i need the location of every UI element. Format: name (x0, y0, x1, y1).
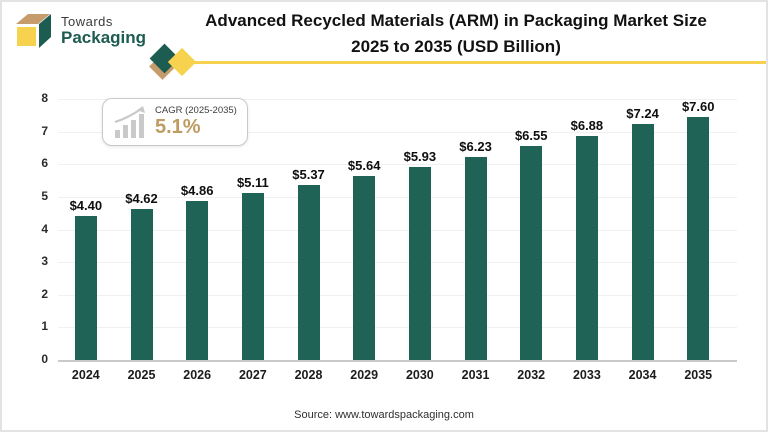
bar-value-label: $5.37 (292, 166, 325, 182)
bar-group: $4.86 (169, 99, 225, 360)
cagr-badge: CAGR (2025-2035) 5.1% (102, 98, 248, 146)
grid-line (58, 164, 737, 166)
bar-value-label: $6.88 (570, 117, 604, 133)
bar-value-label: $7.60 (681, 99, 715, 114)
x-tick-label: 2029 (350, 368, 379, 382)
y-tick-label: 5 (41, 188, 48, 203)
bar (631, 123, 654, 360)
bar-group: $6.88 (559, 99, 615, 360)
bar-value-label: $7.24 (626, 105, 659, 121)
grid-line (58, 327, 737, 329)
bar-value-label: $5.11 (236, 175, 269, 191)
chart-title-line1: Advanced Recycled Materials (ARM) in Pac… (205, 11, 707, 30)
grid-line (58, 131, 737, 133)
bar-value-label: $6.23 (459, 138, 492, 154)
bar-value-label: $4.40 (69, 198, 103, 214)
source-note: Source: www.towardspackaging.com (294, 409, 474, 421)
bar-group: $6.23 (448, 99, 504, 360)
y-tick-label: 7 (41, 123, 48, 138)
bar-group: $5.11 (225, 99, 281, 360)
bar (241, 193, 264, 360)
bar (353, 176, 376, 360)
x-axis-baseline (58, 360, 737, 362)
y-tick-label: 1 (41, 319, 48, 334)
brand-name: Towards Packaging (61, 15, 146, 46)
grid-line (58, 196, 737, 198)
bar-group: $7.60 (670, 99, 726, 360)
y-tick-label: 6 (41, 156, 48, 171)
bar-group: $4.62 (114, 99, 170, 360)
brand-logo: Towards Packaging (14, 12, 146, 50)
x-tick-label: 2033 (572, 368, 601, 382)
bar-group: $4.40 (58, 99, 114, 360)
cagr-value: 5.1% (155, 116, 201, 139)
bar (464, 156, 487, 360)
x-tick-label: 2028 (294, 368, 323, 382)
bars-container: $4.40 $4.62 $4.86 $5.11 $5.37 $5.64 $5.93 $6.23… (58, 99, 726, 360)
bar (130, 209, 153, 360)
grid-line (58, 262, 737, 264)
x-tick-label: 2032 (517, 368, 546, 382)
bar-value-label: $5.93 (403, 148, 437, 164)
bar (297, 184, 320, 360)
bar-group: $7.24 (615, 99, 671, 360)
y-tick-label: 4 (41, 221, 48, 236)
y-tick-label: 3 (41, 254, 48, 269)
bar-group: $6.55 (503, 99, 559, 360)
bar-value-label: $6.55 (514, 128, 548, 144)
cagr-label: CAGR (2025-2035) (155, 104, 237, 116)
x-tick-label: 2034 (628, 368, 657, 382)
chart-title: Advanced Recycled Materials (ARM) in Pac… (152, 8, 760, 60)
x-tick-label: 2031 (461, 368, 490, 382)
y-tick-label: 0 (41, 352, 48, 366)
bar-group: $5.64 (336, 99, 392, 360)
bar (186, 201, 209, 360)
bar (74, 216, 97, 360)
x-axis-labels: 2024 2025 2026 2027 2028 2029 2030 2031 2032 2033… (58, 368, 726, 382)
bar (575, 135, 598, 360)
brand-name-packaging: Packaging (61, 27, 147, 47)
x-tick-label: 2026 (183, 368, 212, 382)
x-tick-label: 2024 (71, 368, 100, 382)
bar (520, 146, 543, 360)
grid-line (58, 294, 737, 296)
bar-value-label: $4.86 (180, 183, 214, 199)
y-tick-label: 8 (41, 91, 48, 105)
cagr-text: CAGR (2025-2035) 5.1% (155, 104, 237, 139)
x-tick-label: 2030 (405, 368, 434, 382)
bar (408, 166, 431, 360)
grid-line (58, 99, 737, 100)
bar (687, 117, 710, 360)
bar-value-label: $4.62 (125, 191, 158, 207)
x-tick-label: 2027 (238, 368, 267, 382)
package-box-icon (16, 14, 51, 48)
x-tick-label: 2035 (684, 368, 713, 382)
grid-line (58, 229, 737, 231)
bar-value-label: $5.64 (347, 158, 381, 173)
y-tick-label: 2 (41, 286, 48, 301)
bar-group: $5.37 (281, 99, 337, 360)
growth-chart-icon (114, 106, 145, 138)
brand-name-towards: Towards (61, 14, 113, 30)
bar-group: $5.93 (392, 99, 448, 360)
accent-underline (180, 61, 766, 64)
chart-title-line2: 2025 to 2035 (USD Billion) (351, 37, 561, 56)
x-tick-label: 2025 (127, 368, 156, 382)
